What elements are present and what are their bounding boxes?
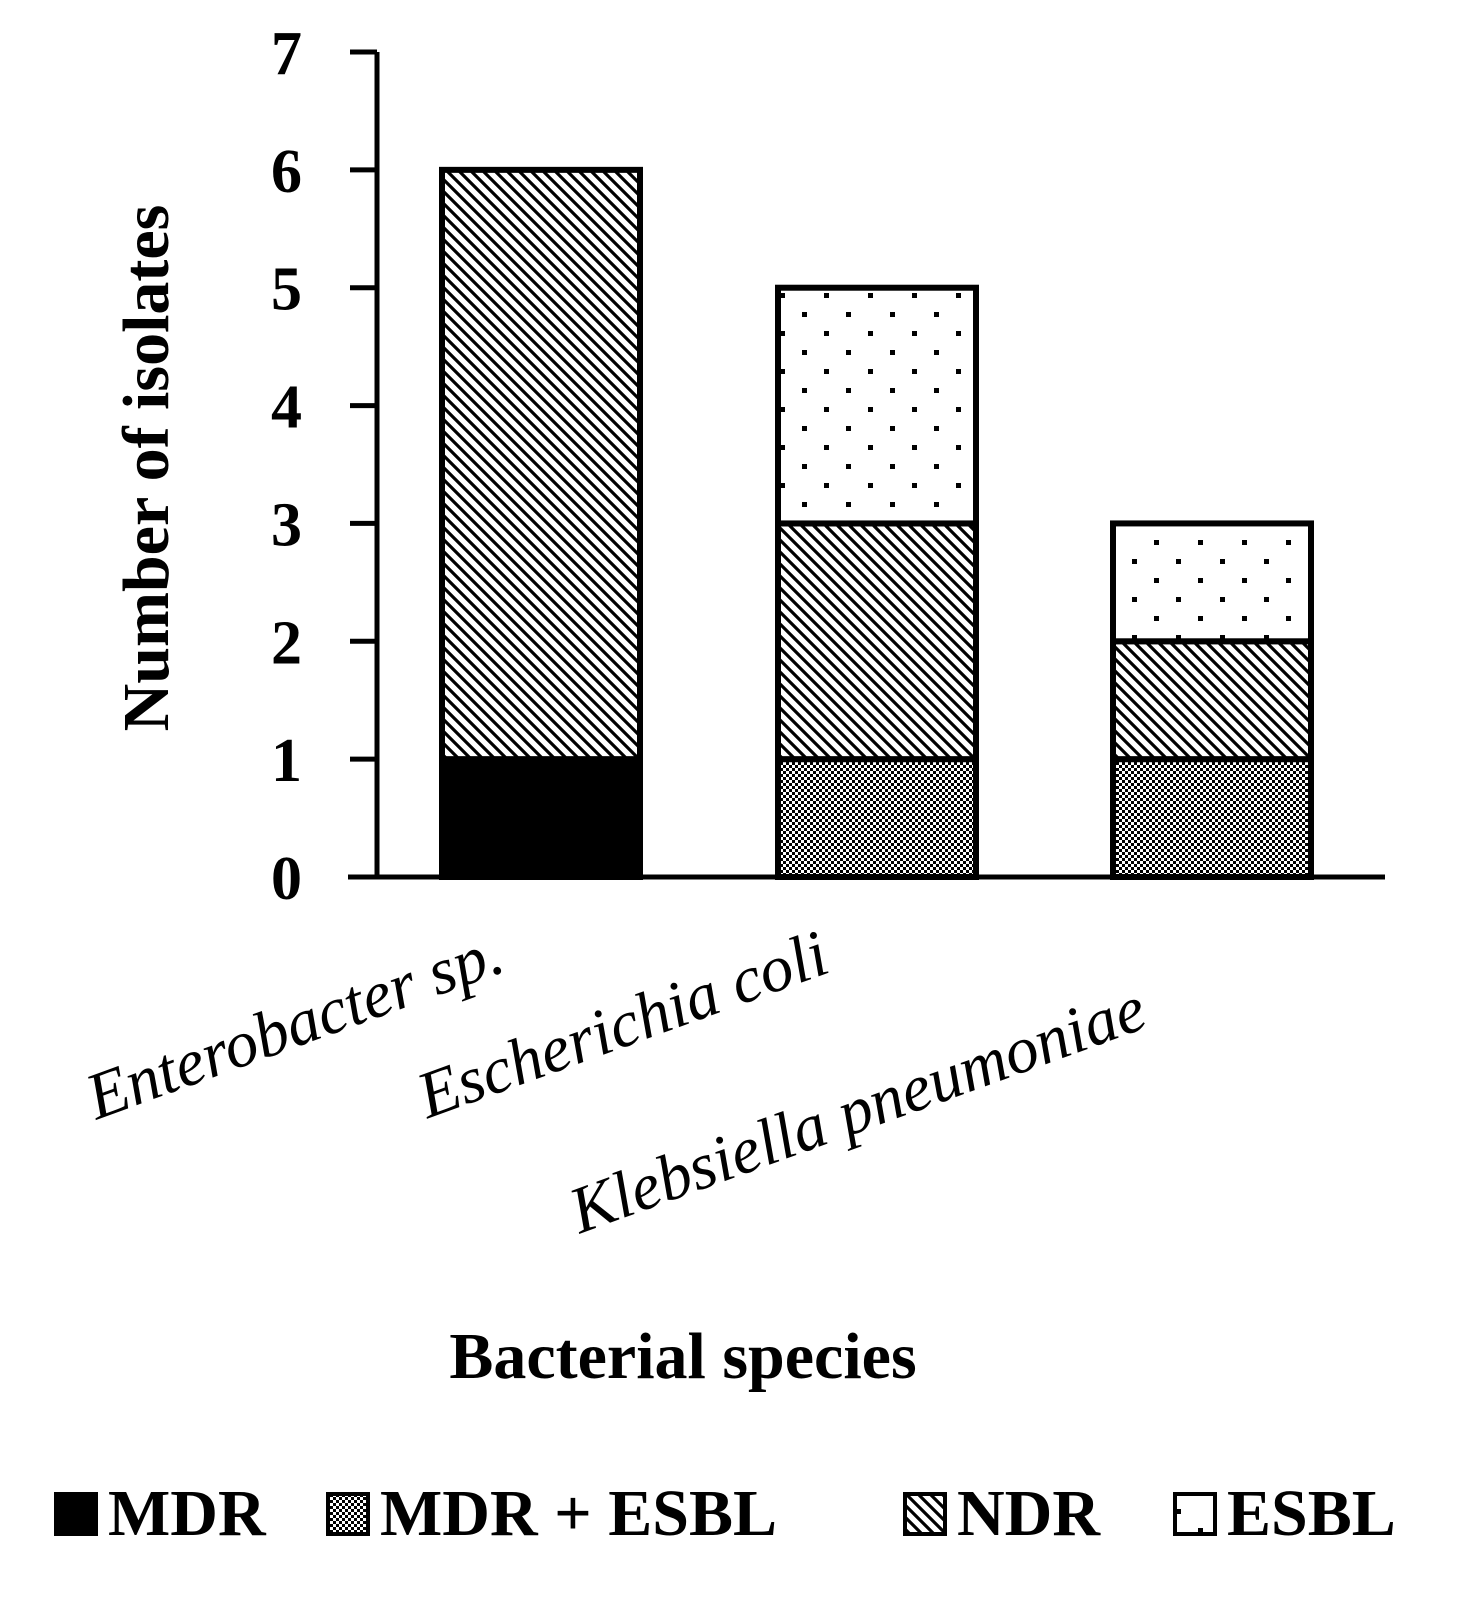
bar-segment — [775, 284, 979, 527]
y-tick-label: 0 — [271, 845, 302, 913]
x-axis-title: Bacterial species — [449, 1320, 916, 1393]
legend: MDR MDR + ESBL NDR ESBL — [54, 1477, 1396, 1550]
category-labels: Enterobacter sp.Escherichia coliKlebsiel… — [76, 916, 1156, 1249]
y-tick-label: 7 — [271, 20, 302, 88]
legend-swatch — [1173, 1492, 1217, 1536]
y-tick-label: 1 — [271, 727, 302, 795]
bar-segment — [1110, 638, 1314, 763]
legend-swatch — [326, 1492, 370, 1536]
bar-segment — [775, 756, 979, 881]
y-tick-label: 2 — [271, 609, 302, 677]
bar-segment — [439, 166, 643, 763]
bar-segment — [1110, 520, 1314, 645]
legend-label: MDR — [108, 1477, 267, 1550]
y-axis-title: Number of isolates — [110, 205, 183, 732]
legend-swatch — [54, 1492, 98, 1536]
y-tick-label: 4 — [271, 374, 302, 442]
bar-segment — [775, 520, 979, 763]
y-tick-label: 3 — [271, 491, 302, 559]
legend-swatch — [903, 1492, 947, 1536]
y-tick-label: 6 — [271, 138, 302, 206]
y-axis: 0 1 2 3 4 5 6 7 — [271, 20, 380, 913]
y-tick-label: 5 — [271, 256, 302, 324]
bars-group — [439, 166, 1314, 881]
legend-label: ESBL — [1227, 1477, 1396, 1550]
legend-label: NDR — [957, 1477, 1101, 1550]
y-ticks: 0 1 2 3 4 5 6 7 — [271, 20, 377, 913]
bar-segment — [1110, 756, 1314, 881]
legend-label: MDR + ESBL — [380, 1477, 777, 1550]
bar-segment — [439, 756, 643, 881]
